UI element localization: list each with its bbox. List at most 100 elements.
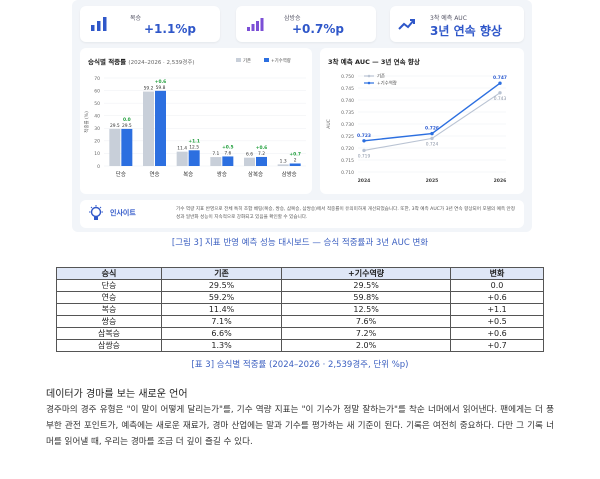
y-axis-label: 적중률 (%) — [83, 111, 90, 133]
table-cell: 29.5% — [160, 279, 283, 292]
table-cell: 삼복승 — [56, 327, 162, 340]
table-cell: +0.6 — [450, 291, 544, 304]
bar — [143, 91, 154, 166]
table-row: 연승 59.2% 59.8% +0.6 — [56, 291, 544, 304]
table-cell: +0.6 — [450, 327, 544, 340]
hit-rate-table: 승식 기존 +기수역량 변화 단승 29.5% 29.5% 0.0 연승 59.2% 59… — [56, 267, 544, 352]
y-tick-label: 0.725 — [341, 134, 354, 140]
point-value-label: 0.724 — [426, 141, 439, 147]
y-tick-label: 0.720 — [341, 146, 354, 152]
legend-marker — [367, 74, 371, 78]
point-value-label: 0.743 — [494, 96, 507, 102]
bar-value-label: 11.4 — [177, 146, 187, 152]
data-point — [498, 91, 502, 95]
table-cell: 59.8% — [281, 291, 452, 304]
data-point — [430, 136, 434, 141]
x-tick-label: 삼복승 — [248, 170, 263, 178]
kpi-label: 3착 예측 AUC — [430, 15, 467, 22]
table-cell: 11.4% — [160, 303, 283, 316]
x-tick-label: 2026 — [494, 178, 507, 184]
y-tick-label: 70 — [94, 76, 100, 82]
kpi-card-auc: 3착 예측 AUC 3년 연속 향상 — [390, 6, 524, 42]
x-tick-label: 단승 — [116, 170, 126, 178]
delta-label: +0.5 — [222, 144, 233, 150]
delta-label: 0.0 — [123, 117, 131, 123]
bar-value-label: 6.6 — [246, 152, 253, 158]
y-tick-label: 0.745 — [341, 86, 354, 92]
lightbulb-icon — [89, 205, 103, 220]
insight-text: 기수 역량 지표 반영으로 전체 특히 조합 베팅(복승, 쌍승, 삼복승, 삼… — [176, 207, 515, 220]
table-row: 삼복승 6.6% 7.2% +0.6 — [56, 327, 544, 340]
kpi-value: 3년 연속 향상 — [430, 24, 502, 38]
y-tick-label: 30 — [94, 126, 100, 132]
table-cell: 2.0% — [281, 339, 452, 352]
point-value-label: 0.726 — [425, 126, 439, 132]
legend-swatch — [236, 58, 241, 62]
table-cell: 0.0 — [450, 279, 544, 292]
table-cell: 쌍승 — [56, 315, 162, 328]
legend-marker — [367, 81, 371, 85]
table-cell: 7.1% — [160, 315, 283, 328]
y-tick-label: 20 — [94, 139, 100, 145]
bar — [256, 156, 267, 166]
line-chart: 0.710 0.715 0.720 0.725 0.730 0.735 0.740 0.745… — [326, 73, 507, 184]
bar — [121, 128, 133, 166]
y-tick-label: 10 — [94, 151, 100, 157]
x-tick-label: 쌍승 — [217, 170, 227, 178]
table-cell: 29.5% — [281, 279, 452, 292]
point-value-label: 0.747 — [493, 75, 507, 81]
table-cell: 12.5% — [281, 303, 452, 316]
table-row: 복승 11.4% 12.5% +1.1 — [56, 303, 544, 316]
bar-value-label: 7.6 — [224, 150, 231, 156]
legend-swatch — [264, 58, 269, 62]
bar — [222, 156, 234, 166]
delta-label: +1.1 — [188, 138, 199, 144]
table-cell: +0.7 — [450, 339, 544, 352]
table-header: 승식 — [56, 267, 162, 280]
data-point — [498, 81, 502, 85]
bar-value-label: 29.5 — [110, 123, 120, 129]
x-tick-label: 삼쌍승 — [282, 170, 297, 178]
bar — [109, 128, 121, 166]
x-tick-label: 2024 — [358, 178, 371, 184]
section-title: 데이터가 경마를 보는 새로운 언어 — [46, 389, 188, 400]
table-cell: 단승 — [56, 279, 162, 292]
table-header: 변화 — [450, 267, 544, 280]
bar — [244, 157, 255, 166]
y-tick-label: 40 — [94, 114, 100, 120]
bar — [289, 163, 301, 166]
delta-label: +0.6 — [256, 145, 267, 151]
table-cell: 복승 — [56, 303, 162, 316]
bar — [176, 151, 188, 166]
line-chart-title: 3착 예측 AUC — 3년 연속 향상 — [328, 58, 420, 66]
bar — [277, 164, 289, 166]
section-body: 경주마의 경주 유형은 "이 말이 어떻게 달리는가"를, 기수 역량 지표는 … — [46, 405, 554, 447]
kpi-value: +1.1%p — [144, 22, 196, 36]
data-point — [430, 131, 434, 136]
bar-chart: 0 10 20 30 40 50 60 70 적중률 (%) 29.5 29.50.0 단승 59.2 5… — [83, 57, 306, 178]
y-tick-label: 0.735 — [341, 110, 354, 116]
table-cell: 6.6% — [160, 327, 283, 340]
delta-label: +0.6 — [155, 79, 166, 85]
table-cell: +1.1 — [450, 303, 544, 316]
bar-value-label: 59.2 — [144, 86, 154, 92]
x-tick-label: 2025 — [426, 178, 439, 184]
bar — [210, 157, 222, 166]
x-tick-label: 복승 — [183, 171, 193, 178]
data-point — [362, 139, 366, 143]
kpi-card-quinella: 복승 +1.1%p — [80, 6, 220, 42]
table-caption: [표 3] 승식별 적중률 (2024–2026 · 2,539경주, 단위 %… — [191, 360, 409, 370]
y-tick-label: 0.730 — [341, 122, 354, 128]
table-row: 쌍승 7.1% 7.6% +0.5 — [56, 315, 544, 328]
bar-value-label: 59.8 — [156, 85, 166, 91]
table-row: 삼쌍승 1.3% 2.0% +0.7 — [56, 339, 544, 352]
bar — [155, 90, 166, 166]
table-row: 단승 29.5% 29.5% 0.0 — [56, 279, 544, 292]
kpi-label: 삼방승 — [284, 15, 301, 22]
kpi-card-trio: 삼방승 +0.7%p — [236, 6, 376, 42]
kpi-value: +0.7%p — [292, 22, 344, 36]
legend-label: 기존 — [377, 73, 385, 80]
point-value-label: 0.723 — [357, 133, 371, 139]
bar-value-label: 12.5 — [189, 144, 199, 150]
bar-value-label: 1.3 — [280, 158, 287, 164]
